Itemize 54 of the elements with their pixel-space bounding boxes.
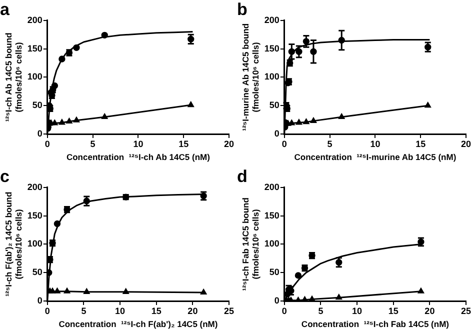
x-tick-label: 20 (424, 306, 435, 316)
x-tick-label: 5 (90, 138, 96, 149)
x-tick-label: 10 (133, 138, 144, 149)
x-tick-label: 0 (44, 306, 50, 316)
y-tick-label: 150 (264, 43, 280, 54)
y-tick-label: 0 (274, 128, 280, 138)
x-axis-title: Concentration ¹²⁵I-ch Fab 14C5 (nM) (301, 319, 450, 330)
x-tick-label: 15 (416, 138, 426, 149)
x-tick-label: 0 (282, 306, 287, 316)
x-tick-label: 0 (44, 138, 50, 149)
chart-title: c (0, 166, 10, 186)
y-tick-label: 50 (32, 100, 42, 110)
y-axis-title: ¹²⁵I-ch Fab 14C5 bound (fmoles/10⁶ cells) (240, 198, 261, 291)
x-tick-label: 25 (224, 306, 234, 316)
y-tick-label: 50 (32, 267, 42, 278)
x-tick-label: 20 (224, 138, 234, 149)
y-tick-label: 200 (264, 14, 280, 25)
x-tick-label: 10 (115, 306, 126, 316)
y-tick-label: 150 (264, 210, 280, 220)
y-tick-label: 0 (37, 128, 42, 138)
y-tick-label: 150 (27, 210, 42, 220)
y-axis-title: ¹²⁵I-murine Ab 14C5 bound (fmoles/10⁶ cells) (240, 23, 261, 131)
y-tick-label: 0 (274, 295, 280, 306)
chart-title: a (0, 0, 10, 19)
x-axis-title: Concentration ¹²⁵I-murine Ab 14C5 (nM) (294, 152, 456, 162)
chart-title: b (237, 0, 248, 19)
x-tick-label: 15 (178, 138, 189, 149)
y-tick-label: 200 (27, 182, 42, 192)
x-tick-label: 5 (81, 306, 86, 316)
y-tick-label: 200 (264, 182, 280, 192)
x-tick-label: 20 (460, 138, 472, 149)
x-tick-label: 5 (318, 306, 324, 316)
y-tick-label: 200 (27, 14, 42, 25)
y-tick-label: 50 (269, 100, 280, 110)
x-axis-title: Concentration ¹²⁵I-ch Ab 14C5 (nM) (66, 152, 210, 162)
y-axis-title: ¹²⁵I-ch F(ab')₂ 14C5 bound (fmoles/10⁶ cells) (3, 192, 24, 297)
y-tick-label: 100 (27, 238, 42, 249)
x-tick-label: 0 (282, 138, 287, 149)
y-tick-label: 150 (27, 43, 42, 54)
chart-title: d (237, 166, 248, 186)
x-tick-label: 15 (388, 306, 398, 316)
y-axis-title: ¹²⁵I-ch Ab 14C5 bound (fmoles/10⁶ cells) (3, 32, 24, 122)
y-tick-label: 100 (264, 238, 280, 249)
x-tick-label: 10 (352, 306, 362, 316)
y-tick-label: 0 (37, 295, 42, 306)
x-tick-label: 15 (151, 306, 162, 316)
y-tick-label: 50 (269, 267, 280, 278)
y-tick-label: 100 (27, 72, 42, 82)
x-axis-title: Concentration ¹²⁵I-ch F(ab')₂ 14C5 (nM) (58, 319, 218, 330)
x-tick-label: 5 (327, 138, 332, 149)
y-tick-label: 100 (264, 72, 280, 82)
x-tick-label: 25 (460, 306, 472, 316)
x-tick-label: 10 (370, 138, 380, 149)
x-tick-label: 20 (188, 306, 198, 316)
